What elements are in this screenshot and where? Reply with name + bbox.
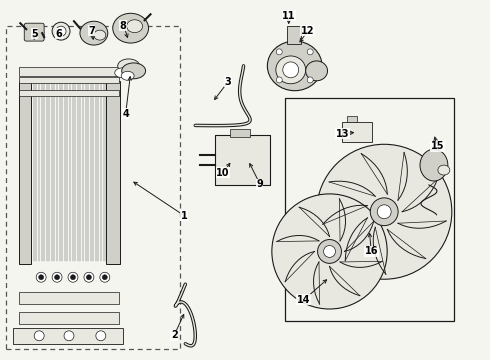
Circle shape [84, 272, 94, 282]
Bar [19, 67, 119, 76]
Bar [285, 98, 454, 321]
Circle shape [64, 331, 74, 341]
Text: 10: 10 [216, 168, 230, 178]
Ellipse shape [276, 56, 306, 84]
Circle shape [323, 246, 336, 257]
Text: 9: 9 [256, 179, 263, 189]
Circle shape [377, 205, 391, 219]
Circle shape [34, 331, 44, 341]
Circle shape [318, 239, 342, 264]
Ellipse shape [306, 61, 327, 81]
Bar [343, 122, 372, 142]
Bar [19, 77, 119, 83]
Bar [347, 117, 357, 122]
Text: 3: 3 [224, 77, 231, 87]
Text: 15: 15 [431, 141, 444, 151]
Ellipse shape [127, 20, 143, 33]
Text: 5: 5 [31, 28, 38, 39]
Text: 1: 1 [181, 211, 188, 221]
Text: 4: 4 [122, 109, 129, 119]
Bar [13, 328, 122, 344]
Circle shape [317, 144, 452, 279]
Text: 8: 8 [120, 21, 126, 31]
Circle shape [71, 275, 75, 280]
Ellipse shape [118, 59, 140, 73]
Circle shape [370, 198, 398, 226]
Circle shape [39, 275, 44, 280]
Bar [19, 292, 119, 304]
Ellipse shape [438, 165, 450, 175]
Circle shape [68, 272, 78, 282]
Circle shape [56, 26, 66, 36]
Text: 16: 16 [365, 247, 378, 256]
Bar [19, 90, 119, 96]
Bar [106, 81, 120, 264]
Bar [230, 129, 250, 137]
Circle shape [276, 77, 282, 83]
Text: 12: 12 [300, 26, 314, 36]
Circle shape [276, 49, 282, 55]
Circle shape [52, 22, 70, 40]
Circle shape [272, 194, 387, 309]
Circle shape [307, 77, 313, 83]
Text: 13: 13 [336, 129, 349, 139]
Bar [19, 81, 31, 264]
Circle shape [96, 331, 106, 341]
Ellipse shape [121, 71, 134, 80]
Bar [19, 312, 119, 324]
Circle shape [36, 272, 46, 282]
Circle shape [102, 275, 107, 280]
FancyBboxPatch shape [24, 23, 44, 41]
Text: 11: 11 [282, 11, 295, 21]
Ellipse shape [268, 41, 322, 91]
Ellipse shape [115, 68, 131, 78]
Text: 2: 2 [171, 330, 178, 341]
Text: 7: 7 [88, 26, 95, 36]
Bar [6, 26, 180, 349]
Bar [287, 26, 301, 44]
Circle shape [100, 272, 110, 282]
Text: 6: 6 [55, 28, 62, 39]
Ellipse shape [80, 21, 108, 45]
Ellipse shape [113, 13, 148, 43]
Circle shape [307, 49, 313, 55]
Circle shape [54, 275, 60, 280]
Circle shape [86, 275, 91, 280]
Circle shape [52, 272, 62, 282]
Text: 14: 14 [297, 295, 310, 305]
Ellipse shape [122, 63, 146, 79]
Circle shape [283, 62, 299, 78]
Bar [215, 135, 270, 185]
Ellipse shape [94, 30, 106, 40]
Ellipse shape [420, 149, 448, 181]
